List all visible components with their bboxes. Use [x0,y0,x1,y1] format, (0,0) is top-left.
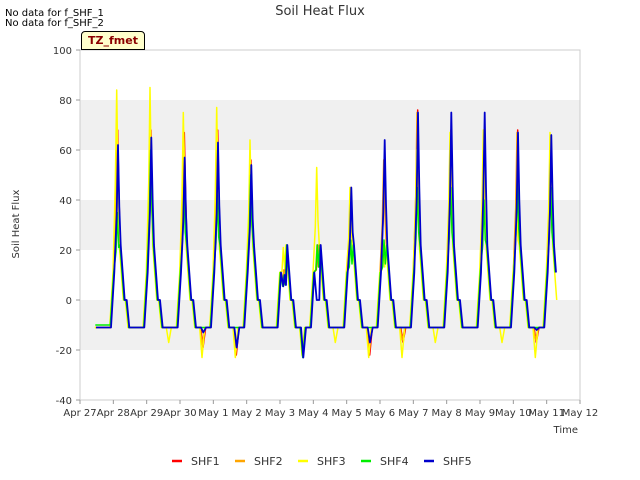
x-tick-label: Apr 28 [97,408,130,419]
x-tick-label: Apr 29 [130,408,163,419]
chart-title: Soil Heat Flux [275,4,365,19]
y-tick-label: 20 [59,246,72,257]
y-tick-label: -20 [56,346,72,357]
x-tick-label: May 10 [495,408,532,419]
y-tick-label: 0 [66,296,72,307]
no-data-note-1: No data for f_SHF_1 [5,8,104,19]
y-tick-label: 40 [59,196,72,207]
grid-band [80,300,580,350]
legend-label-shf5: SHF5 [443,455,472,468]
x-tick-label: May 7 [398,408,428,419]
x-tick-label: May 9 [465,408,495,419]
x-tick-label: May 2 [232,408,262,419]
x-tick-label: May 6 [365,408,395,419]
x-tick-label: May 3 [265,408,295,419]
grid-band [80,100,580,150]
x-tick-label: Apr 30 [163,408,196,419]
legend: SHF1 SHF2 SHF3 SHF4 SHF5 [172,455,472,468]
y-tick-label: 80 [59,96,72,107]
x-tick-label: May 11 [528,408,565,419]
tz-label-box: TZ_fmet [81,31,145,50]
series-line-shf5 [96,111,557,359]
y-tick-label: -40 [56,396,72,407]
y-axis-label: Soil Heat Flux [11,189,22,258]
x-tick-label: May 5 [332,408,362,419]
no-data-note-2: No data for f_SHF_2 [5,18,104,29]
legend-label-shf3: SHF3 [317,455,346,468]
plot-frame [79,49,581,401]
y-tick-label: 100 [53,46,72,57]
y-tick-label: 60 [59,146,72,157]
legend-label-shf4: SHF4 [380,455,409,468]
x-tick-label: May 1 [198,408,228,419]
x-tick-label: May 4 [298,408,328,419]
grid-band [80,200,580,250]
legend-label-shf2: SHF2 [254,455,283,468]
x-axis-label: Time [553,425,578,436]
legend-label-shf1: SHF1 [191,455,220,468]
x-tick-label: Apr 27 [63,408,96,419]
x-tick-label: May 8 [432,408,462,419]
x-tick-label: May 12 [562,408,599,419]
